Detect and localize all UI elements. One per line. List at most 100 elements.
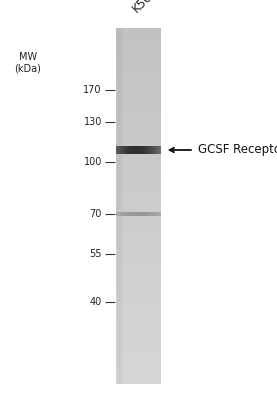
Bar [116, 191, 161, 194]
Bar [117, 28, 118, 384]
Bar [116, 135, 161, 138]
Bar [116, 81, 161, 84]
Bar [116, 72, 161, 76]
Bar [116, 167, 161, 170]
Bar [116, 28, 117, 384]
Bar [121, 28, 122, 384]
Bar [118, 28, 119, 384]
Bar [116, 111, 161, 114]
Bar [116, 46, 161, 49]
Bar [116, 87, 161, 90]
Bar [117, 28, 118, 384]
Bar [116, 354, 161, 357]
Bar [116, 254, 161, 256]
Bar [116, 265, 161, 268]
Bar [116, 340, 161, 342]
Bar [122, 28, 123, 384]
Bar [116, 221, 161, 224]
Bar [116, 242, 161, 244]
Bar [119, 28, 120, 384]
Bar [116, 295, 161, 298]
Bar [116, 268, 161, 271]
Bar [116, 351, 161, 354]
Bar [116, 372, 161, 375]
Bar [118, 28, 119, 384]
Bar [119, 28, 120, 384]
Text: 130: 130 [84, 117, 102, 127]
Bar [116, 138, 161, 141]
Bar [116, 230, 161, 233]
Bar [116, 381, 161, 384]
Bar [116, 286, 161, 289]
Bar [116, 375, 161, 378]
Bar [121, 28, 122, 384]
Bar [116, 342, 161, 346]
Bar [121, 28, 122, 384]
Text: GCSF Receptor: GCSF Receptor [198, 144, 277, 156]
Bar [116, 96, 161, 99]
Bar [123, 28, 124, 384]
Bar [116, 144, 161, 147]
Bar [117, 28, 118, 384]
Bar [116, 102, 161, 105]
Bar [116, 158, 161, 162]
Bar [116, 369, 161, 372]
Bar [116, 277, 161, 280]
Bar [116, 194, 161, 197]
Bar [116, 203, 161, 206]
Bar [116, 330, 161, 334]
Bar [116, 132, 161, 135]
Bar [116, 152, 161, 156]
Bar [116, 366, 161, 369]
Bar [116, 336, 161, 340]
Bar [116, 307, 161, 310]
Bar [116, 120, 161, 123]
Bar [116, 319, 161, 322]
Bar [122, 28, 123, 384]
Bar [116, 316, 161, 319]
Bar [120, 28, 121, 384]
Bar [120, 28, 121, 384]
Bar [116, 182, 161, 185]
Bar [116, 108, 161, 111]
Bar [120, 28, 121, 384]
Bar [116, 345, 161, 348]
Bar [116, 93, 161, 96]
Bar [116, 179, 161, 182]
Bar [116, 334, 161, 336]
Bar [122, 28, 123, 384]
Bar [116, 301, 161, 304]
Bar [116, 66, 161, 70]
Bar [116, 328, 161, 330]
Bar [116, 248, 161, 250]
Bar [122, 28, 123, 384]
Bar [116, 34, 161, 37]
Bar [116, 378, 161, 381]
Bar [118, 28, 119, 384]
Bar [116, 262, 161, 265]
Bar [117, 28, 118, 384]
Bar [116, 233, 161, 236]
Bar [119, 28, 120, 384]
Bar [116, 43, 161, 46]
Bar [116, 298, 161, 301]
Bar [116, 147, 161, 150]
Bar [116, 37, 161, 40]
Bar [116, 55, 161, 58]
Bar [116, 162, 161, 164]
Text: K562: K562 [129, 0, 160, 15]
Bar [116, 289, 161, 292]
Bar [116, 212, 161, 215]
Text: 40: 40 [90, 297, 102, 307]
Bar [116, 357, 161, 360]
Bar [116, 256, 161, 260]
Bar [116, 244, 161, 248]
Bar [116, 164, 161, 168]
Text: 170: 170 [83, 85, 102, 95]
Text: 100: 100 [84, 157, 102, 167]
Bar [116, 64, 161, 66]
Bar [122, 28, 123, 384]
Bar [116, 236, 161, 239]
Bar [116, 188, 161, 191]
Bar [116, 224, 161, 227]
